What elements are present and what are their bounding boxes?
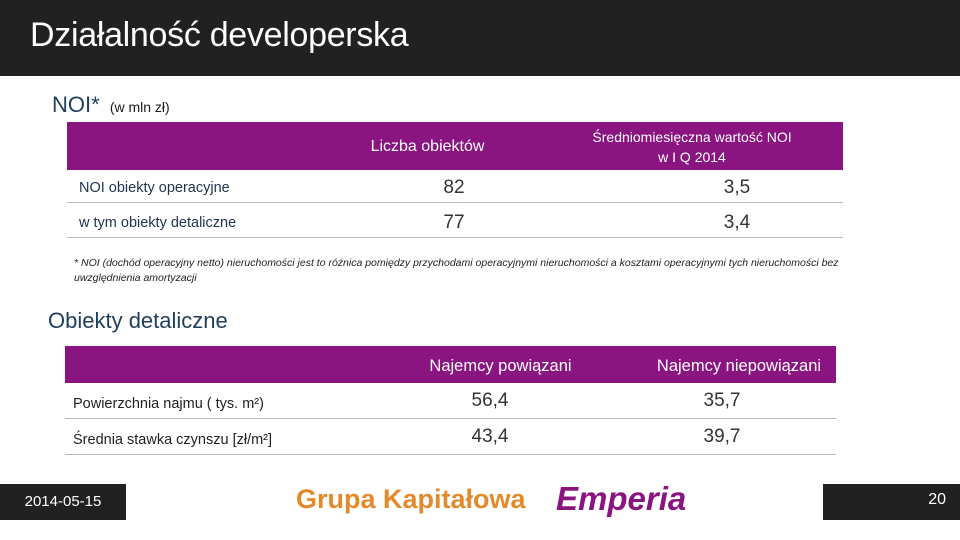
noi-heading-unit: (w mln zł) (109, 99, 170, 115)
table-row: w tym obiekty detaliczne 77 3,4 (67, 210, 843, 238)
row-unrelated-value: 35,7 (703, 390, 741, 411)
row-count: 77 (443, 212, 465, 233)
noi-col-count-header: Liczba obiektów (370, 138, 485, 155)
retail-col-unrelated-header: Najemcy niepowiązani (656, 357, 822, 375)
noi-heading: NOI* (w mln zł) (52, 92, 170, 118)
noi-footnote: * NOI (dochód operacyjny netto) nierucho… (74, 257, 839, 284)
footer-date: 2014-05-15 (24, 493, 102, 510)
row-value: 3,4 (723, 212, 751, 233)
table-row: Powierzchnia najmu ( tys. m²) 56,4 35,7 (65, 388, 836, 419)
retail-heading: Obiekty detaliczne (48, 308, 228, 333)
row-count: 82 (443, 177, 465, 198)
row-value: 3,5 (723, 177, 751, 198)
company-logo: Grupa Kapitałowa Emperia (296, 476, 686, 528)
row-related-value: 56,4 (471, 390, 509, 411)
footer-date-bar (0, 484, 126, 520)
table-row: NOI obiekty operacyjne 82 3,5 (67, 175, 843, 203)
row-label: Powierzchnia najmu ( tys. m²) (73, 396, 264, 412)
noi-heading-label: NOI* (52, 92, 100, 117)
row-related-value: 43,4 (471, 426, 509, 447)
noi-col-value-header-line2: w I Q 2014 (658, 149, 726, 165)
row-label: NOI obiekty operacyjne (79, 180, 230, 196)
row-label: w tym obiekty detaliczne (79, 215, 237, 231)
retail-table-header (65, 346, 836, 383)
footer-page-bar (823, 484, 960, 520)
row-unrelated-value: 39,7 (703, 426, 741, 447)
noi-col-value-header-line1: Średniomiesięczna wartość NOI (592, 129, 792, 145)
table-row: Średnia stawka czynszu [zł/m²] 43,4 39,7 (65, 424, 836, 455)
page-title: Działalność developerska (30, 16, 409, 54)
noi-table-header (67, 122, 843, 170)
page-number: 20 (928, 491, 946, 508)
title-bar: Działalność developerska (0, 0, 960, 76)
logo-text-brand: Emperia (556, 480, 687, 517)
row-label: Średnia stawka czynszu [zł/m²] (73, 432, 273, 448)
logo-text-group: Grupa Kapitałowa (296, 484, 526, 514)
retail-col-related-header: Najemcy powiązani (429, 357, 572, 375)
